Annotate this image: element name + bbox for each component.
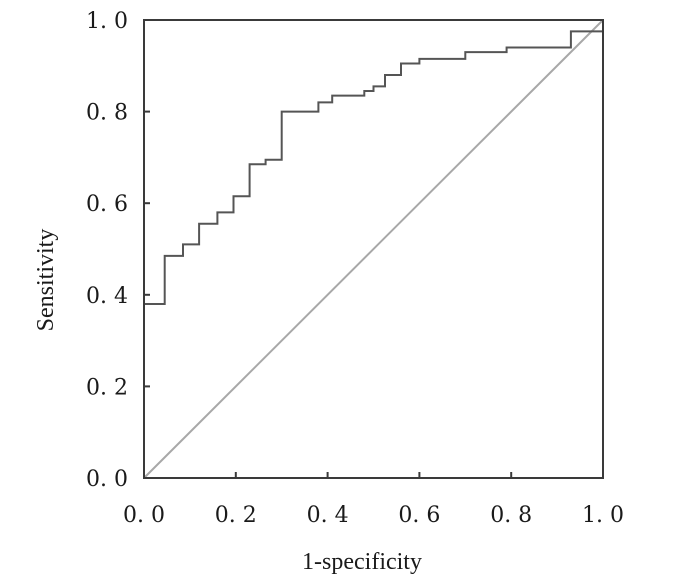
x-tick-labels: 0. 0 0. 2 0. 4 0. 6 0. 8 1. 0	[123, 503, 624, 528]
y-tick-label: 0. 8	[86, 101, 128, 126]
y-tick-label: 0. 4	[86, 284, 128, 309]
x-tick-label: 0. 0	[123, 503, 165, 528]
y-tick-label: 0. 6	[86, 192, 128, 217]
tick-marks	[143, 19, 604, 479]
diagonal-reference-line	[143, 19, 604, 479]
y-tick-label: 0. 2	[86, 375, 128, 400]
y-tick-label: 1. 0	[86, 9, 128, 34]
roc-curve	[144, 30, 603, 305]
plot-frame	[143, 19, 604, 479]
x-tick-label: 0. 2	[215, 503, 257, 528]
y-axis-title: Sensitivity	[33, 229, 59, 332]
x-tick-label: 0. 6	[398, 503, 440, 528]
x-tick-label: 0. 4	[307, 503, 349, 528]
x-tick-label: 1. 0	[582, 503, 624, 528]
y-tick-label: 0. 0	[86, 467, 128, 492]
x-tick-label: 0. 8	[490, 503, 532, 528]
y-tick-labels: 0. 0 0. 2 0. 4 0. 6 0. 8 1. 0	[86, 9, 128, 492]
x-axis-title: 1-specificity	[302, 549, 422, 575]
